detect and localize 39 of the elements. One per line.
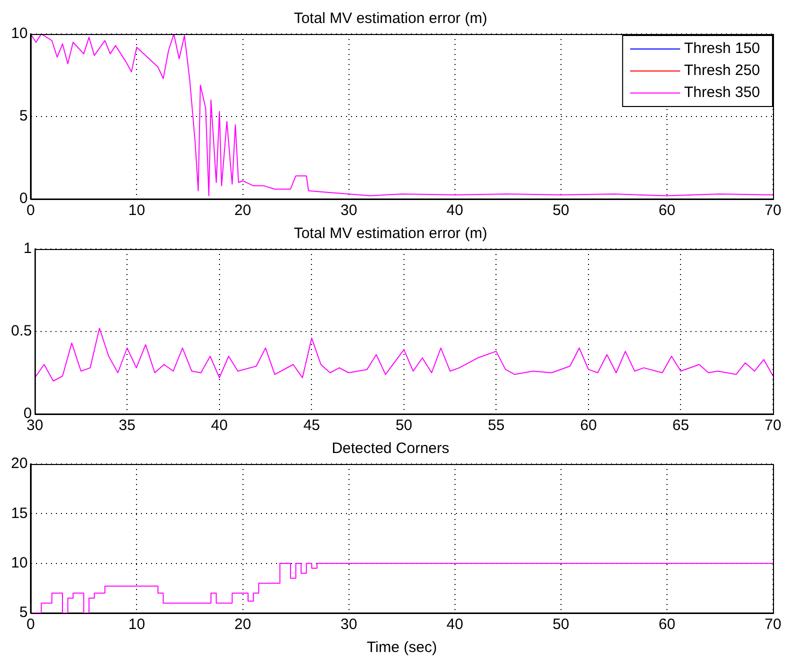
x-tick-label: 30 [26, 417, 44, 434]
x-tick-label: 45 [303, 417, 320, 434]
chart-title: Total MV estimation error (m) [294, 225, 488, 242]
x-tick-label: 20 [234, 616, 252, 634]
x-tick-label: 40 [446, 616, 464, 634]
x-tick-label: 50 [552, 616, 570, 634]
x-tick-label: 70 [764, 616, 782, 634]
x-tick-label: 10 [128, 202, 146, 220]
x-tick-label: 70 [764, 202, 782, 220]
y-tick-label: 15 [10, 504, 28, 522]
y-tick-label: 0 [19, 190, 28, 208]
x-tick-label: 30 [340, 616, 358, 634]
chart-title: Total MV estimation error (m) [294, 10, 488, 28]
x-tick-label: 10 [128, 616, 146, 634]
x-axis-title: Time (sec) [366, 639, 437, 656]
x-tick-label: 60 [658, 616, 676, 634]
legend-label: Thresh 250 [684, 62, 760, 80]
x-tick-label: 20 [234, 202, 252, 220]
legend-label: Thresh 350 [684, 84, 760, 102]
y-tick-label: 1 [24, 240, 32, 258]
x-tick-label: 50 [396, 417, 412, 434]
legend-label: Thresh 150 [684, 40, 760, 58]
y-tick-label: 0.5 [10, 322, 32, 340]
chart-title: Detected Corners [332, 440, 450, 458]
y-tick-label: 10 [10, 554, 28, 572]
x-tick-label: 55 [488, 417, 505, 434]
x-tick-label: 40 [211, 417, 228, 434]
x-tick-label: 70 [764, 417, 782, 434]
y-tick-label: 5 [19, 108, 28, 125]
x-tick-label: 60 [658, 202, 676, 220]
y-tick-label: 10 [10, 25, 28, 42]
y-tick-label: 20 [10, 455, 28, 472]
x-tick-label: 50 [552, 202, 570, 220]
x-tick-label: 40 [446, 202, 464, 220]
x-tick-label: 65 [672, 417, 690, 434]
x-tick-label: 30 [340, 202, 358, 220]
x-tick-label: 60 [580, 417, 597, 434]
x-tick-label: 35 [118, 417, 136, 434]
y-tick-label: 5 [19, 604, 28, 622]
